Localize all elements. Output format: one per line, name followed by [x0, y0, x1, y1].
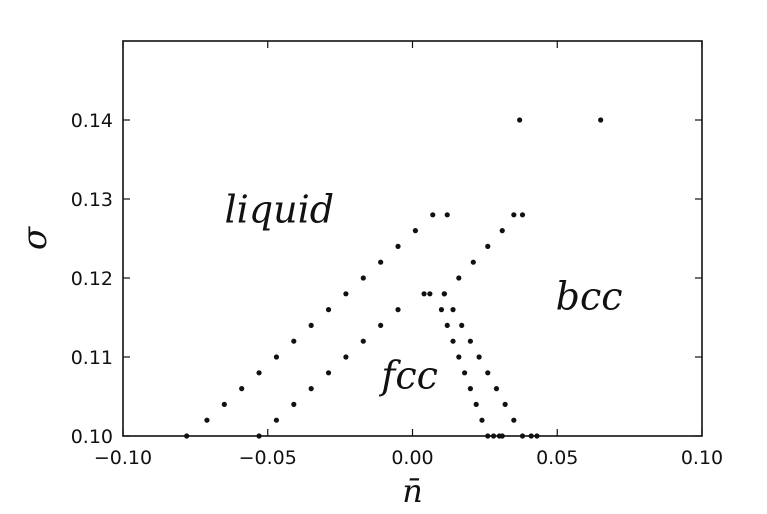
data-point [204, 417, 210, 423]
data-point [499, 228, 505, 234]
y-axis-label: σ [15, 226, 55, 250]
data-point [444, 212, 450, 218]
data-point [430, 212, 436, 218]
data-point [598, 117, 604, 123]
region-labels: liquid fcc bcc [225, 188, 623, 398]
data-point [343, 354, 349, 360]
data-point [473, 401, 479, 407]
data-point [239, 386, 245, 392]
data-point [395, 307, 401, 313]
data-point [291, 401, 297, 407]
region-label-fcc: fcc [378, 354, 438, 398]
plot-frame [122, 40, 703, 437]
data-point [517, 117, 523, 123]
y-tick-label: 0.11 [71, 347, 113, 369]
data-point [476, 354, 482, 360]
data-point [441, 291, 447, 297]
data-point [470, 259, 476, 265]
y-tick-label: 0.10 [71, 426, 113, 448]
data-point [308, 322, 314, 328]
x-tick-label: 0.00 [391, 447, 433, 469]
data-point [456, 354, 462, 360]
data-point [450, 307, 456, 313]
data-point [511, 212, 517, 218]
data-point [438, 307, 445, 313]
data-point [456, 275, 462, 281]
data-point [467, 338, 473, 344]
data-point [485, 243, 491, 249]
y-tick-label: 0.14 [71, 110, 113, 132]
x-tick-label: 0.05 [536, 447, 578, 469]
data-point [462, 370, 468, 376]
data-point [395, 243, 401, 249]
data-point [444, 322, 450, 328]
x-tick-label: 0.10 [681, 447, 723, 469]
data-point [511, 417, 517, 423]
data-point [421, 291, 427, 297]
data-point [221, 401, 227, 407]
y-tick-label: 0.13 [71, 189, 113, 211]
data-point [502, 401, 508, 407]
data-point [273, 354, 280, 360]
region-label-liquid: liquid [225, 188, 335, 232]
data-point [343, 291, 349, 297]
y-tick-label: 0.12 [71, 268, 113, 290]
data-point [256, 370, 262, 376]
data-point [273, 417, 280, 423]
data-point [308, 386, 314, 392]
data-point [291, 338, 297, 344]
data-point [360, 275, 366, 281]
data-point [467, 386, 473, 392]
data-point [325, 370, 332, 376]
data-point [519, 212, 526, 218]
x-tick-label: −0.05 [239, 447, 297, 469]
data-point [493, 386, 500, 392]
region-label-bcc: bcc [556, 275, 623, 319]
y-tick-labels: 0.10 0.11 0.12 0.13 0.14 [71, 110, 113, 448]
data-point [485, 370, 491, 376]
data-point [479, 417, 485, 423]
data-point [325, 307, 332, 313]
data-point [427, 291, 433, 297]
data-point [450, 338, 456, 344]
x-axis-label: n̄ [402, 472, 423, 510]
x-tick-labels: −0.10 −0.05 0.00 0.05 0.10 [94, 447, 723, 469]
data-point [412, 228, 418, 234]
data-point [378, 322, 384, 328]
data-point [360, 338, 366, 344]
data-point [378, 259, 384, 265]
x-tick-label: −0.10 [94, 447, 152, 469]
data-point [459, 322, 465, 328]
